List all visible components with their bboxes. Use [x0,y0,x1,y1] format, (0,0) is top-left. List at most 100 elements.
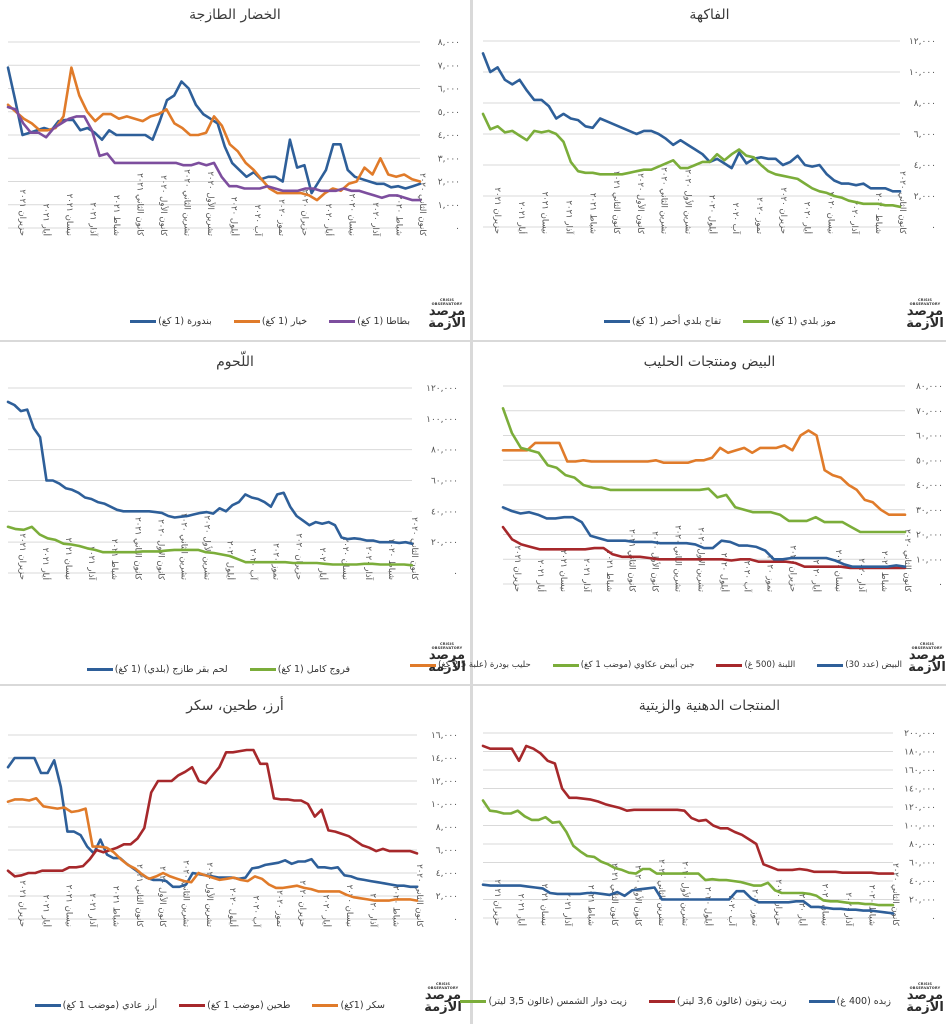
logo-small-text: CRISIS OBSERVATORY [911,642,943,650]
logo-small-text: CRISIS OBSERVATORY [431,298,463,306]
x-tick-label: شباط ٢٠٢٠ [873,193,883,234]
chart-panel-fruits: الفاكهة ٠ ٢,٠٠٠ ٤,٠٠٠ ٦,٠٠٠ ٨,٠٠٠ ١٠,٠٠٠ ١٢,٠٠… [473,0,946,340]
x-tick-label: شباط ٢٠٢٠ [391,886,401,927]
y-tick-label: ٠ [455,224,460,234]
legend-label: خيار (1 كغ) [261,316,308,327]
y-tick-label: ٢٠,٠٠٠ [916,531,943,541]
x-tick-label: حزيران ٢٠٢٠ [787,545,797,592]
y-tick-label: ١٢,٠٠٠ [431,777,458,787]
crisis-observatory-logo: CRISIS OBSERVATORY مرصد الأزمة [424,982,462,1018]
logo-line-2: الأزمة [424,1000,462,1015]
x-tick-label: نيسان ٢٠٢٠ [340,538,350,580]
x-tick-label: تموز ٢٠٢٠ [754,197,764,234]
legend-item: البيض (عدد 30) [817,660,902,670]
logo-line-1: مرصد [906,304,944,319]
logo-line-2: الأزمة [906,1000,944,1015]
x-tick-label: تموز ٢٠٢٠ [276,199,286,236]
legend-item: طحين (موضب 1 كغ) [179,1000,290,1011]
x-tick-label: أيار ٢٠٢١ [515,894,527,926]
x-tick-label: أيار ٢٠٢٠ [323,204,335,236]
x-tick-label: أيار ٢٠٢١ [40,548,52,580]
legend-swatch [808,1000,835,1003]
x-tick-label: كانون الأول ٢٠٢٠ [635,173,646,235]
x-tick-label: شباط ٢٠٢١ [587,193,597,234]
x-tick-label: نيسان ٢٠٢١ [539,884,549,926]
logo-line-2: الأزمة [428,660,466,675]
x-tick-label: تشرين الثاني ٢٠٢٠ [178,513,188,580]
x-tick-label: نيسان ٢٠٢٠ [825,192,835,234]
y-tick-label: ٠ [453,915,458,925]
logo-line-2: الأزمة [906,316,944,331]
legend-swatch [743,320,770,323]
legend-swatch [179,1004,206,1007]
logo-line-2: الأزمة [908,660,946,675]
x-tick-label: شباط ٢٠٢١ [109,539,119,580]
legend-item: أرز عادي (موضب 1 كغ) [34,1000,157,1011]
x-tick-label: آذار ٢٠٢١ [562,892,574,926]
y-tick-label: ٢٠٠,٠٠٠ [904,729,936,739]
line-chart: ٠ ٢٠,٠٠٠ ٤٠,٠٠٠ ٦٠,٠٠٠ ٨٠,٠٠٠ ١٠٠,٠٠٠ ١٢٠,٠٠٠ ١… [481,729,936,927]
x-tick-label: أيلول ٢٠٢٠ [719,553,731,592]
legend-label: زيت زيتون (غالون 3,6 ليتر) [676,996,787,1007]
x-tick-label: أيلول ٢٠٢٠ [229,197,241,236]
x-tick-label: تموز ٢٠٢٠ [274,890,284,927]
chart-title: الخضار الطازجة [189,7,281,23]
legend-item: خيار (1 كغ) [233,316,308,327]
chart-panel-rice-flour-sugar: أرز، طحين، سكر ٠ ٢,٠٠٠ ٤,٠٠٠ ٦,٠٠٠ ٨,٠٠٠ ١٠,٠… [0,686,470,1024]
x-tick-label: أيار ٢٠٢٠ [321,895,333,927]
legend-swatch [460,1000,487,1003]
legend-label: البيض (عدد 30) [845,660,902,670]
y-tick-label: ٣٠,٠٠٠ [916,506,943,516]
x-tick-label: تموز ٢٠٢٠ [749,889,759,926]
series-line-1 [6,66,422,202]
logo-line-1: مرصد [428,648,466,663]
y-tick-label: ٤,٠٠٠ [438,131,460,141]
vertical-divider [470,0,473,1024]
y-tick-label: ٤٠,٠٠٠ [916,481,943,491]
legend-swatch [312,1004,339,1007]
x-tick-label: نيسان ٢٠٢١ [64,885,74,927]
chart-panel-meat: اللّحوم ٠ ٢٠,٠٠٠ ٤٠,٠٠٠ ٦٠,٠٠٠ ٨٠,٠٠٠ ١٠٠,٠٠٠… [0,342,470,684]
x-tick-label: حزيران ٢٠٢١ [492,879,502,926]
legend-label: سكر (1كغ) [340,1000,385,1011]
x-tick-label: آذار ٢٠٢٠ [370,202,382,236]
y-tick-label: ٤,٠٠٠ [436,869,458,879]
chart-panel-fats-oils: المنتجات الدهنية والزيتية ٠ ٢٠,٠٠٠ ٤٠,٠٠٠ ٦… [460,686,946,1024]
x-tick-label: أيلول ٢٠٢٠ [225,541,237,580]
series-line-1 [6,525,414,567]
y-tick-label: ٢,٠٠٠ [438,178,460,188]
legend-item: سكر (1كغ) [312,1000,385,1011]
x-tick-label: حزيران ٢٠٢١ [17,880,27,927]
y-tick-label: ١٨٠,٠٠٠ [904,748,936,758]
x-tick-label: آب ٢٠٢٠ [741,561,753,593]
y-tick-label: ٠ [453,569,458,579]
legend-item: اللبنة (500 غ) [716,660,795,670]
legend-swatch [604,320,631,323]
y-tick-label: ٦,٠٠٠ [914,130,936,140]
y-tick-label: ١٢,٠٠٠ [909,37,936,47]
series-line-0 [481,799,895,907]
x-tick-label: آذار ٢٠٢١ [88,202,100,236]
logo-small-text: CRISIS OBSERVATORY [909,982,941,990]
y-tick-label: ٢,٠٠٠ [436,892,458,902]
legend-item: بطاطا (1 كغ) [329,316,410,327]
y-tick-label: ١٦,٠٠٠ [431,731,458,741]
y-tick-label: ٨٠,٠٠٠ [916,382,943,392]
chart-legend: تفاح بلدي أحمر (1 كغ) موز بلدي (1 كغ) [582,316,836,327]
y-tick-label: ٨,٠٠٠ [436,823,458,833]
x-tick-label: آذار ٢٠٢١ [86,546,98,580]
y-tick-label: ٠ [931,223,936,233]
legend-label: بطاطا (1 كغ) [357,316,410,327]
x-tick-label: شباط ٢٠٢٠ [393,195,403,236]
x-tick-label: آب ٢٠٢٠ [730,203,742,235]
x-tick-label: نيسان ٢٠٢٠ [346,194,356,236]
legend-swatch [716,663,743,667]
x-tick-label: حزيران ٢٠٢١ [17,533,27,580]
x-tick-label: نيسان ٢٠٢١ [558,550,568,592]
y-tick-label: ٠ [931,914,936,924]
line-chart: ٠ ٢,٠٠٠ ٤,٠٠٠ ٦,٠٠٠ ٨,٠٠٠ ١٠,٠٠٠ ١٢,٠٠٠ حزيران … [481,37,936,235]
x-tick-label: آب ٢٠٢٠ [251,896,263,928]
x-tick-label: أيار ٢٠٢٠ [810,560,822,592]
x-tick-label: كانون الثاني ٢٠٢٠ [414,864,424,928]
legend-swatch [552,663,579,667]
